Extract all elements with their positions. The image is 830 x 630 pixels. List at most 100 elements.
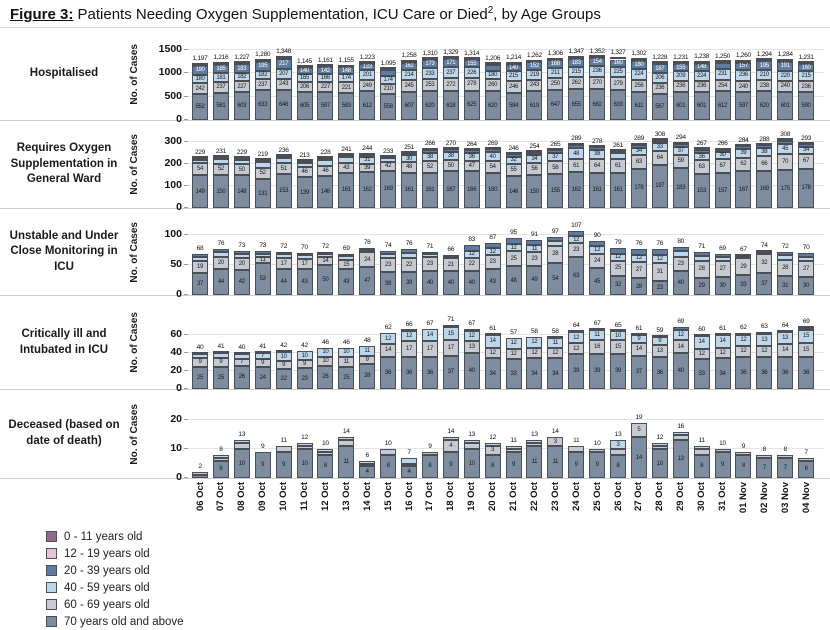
segment-value-label: 647 [550,101,560,108]
bar-segment: 37 [756,272,773,295]
segment-value-label: 30 [719,283,726,289]
bar-segment: 183 [672,167,689,208]
segment-value-label: 51 [280,165,287,172]
bar-segment: 36 [401,356,417,389]
bar-segment: 46 [296,167,313,178]
bar-segment: 161 [421,172,438,208]
segment-value-label: 39 [573,368,580,375]
y-axis: No. of Cases 0 20 40 60 [128,296,188,394]
bar-segment: 210 [380,84,397,94]
bar-segment: 237 [442,67,459,79]
bar-total-label: 71 [426,243,434,251]
bar-segment [359,460,376,464]
segment-value-label: 150 [529,188,539,195]
bar-segment [317,64,334,67]
segment-value-label: 157 [717,187,728,194]
bar-segment: 9 [442,451,459,478]
segment-value-label: 201 [362,72,372,79]
bar-segment: 37 [630,355,647,389]
bar-segment: 19 [192,261,208,273]
y-tick-mark [184,477,188,478]
bar-segment: 601 [672,91,689,120]
bar-segment: 190 [192,65,208,75]
bar-segment: 39 [401,271,417,295]
bar-total-label: 1,327 [610,49,626,57]
segment-value-label: 183 [676,184,686,191]
bar-segment [359,152,376,155]
bar-segment [212,353,229,359]
bar-total-label: 14 [551,428,559,436]
bar-segment [547,335,564,338]
segment-value-label: 43 [343,279,350,286]
bar-segment: 140 [296,67,313,75]
y-tick-mark [184,95,188,97]
bar-total-label: 76 [405,240,413,248]
bar-total-label: 1,155 [338,57,354,65]
bar-segment: 181 [212,73,229,82]
bar-segment [610,247,626,254]
segment-value-label: 236 [801,83,811,90]
bar-segment: 26 [317,365,334,389]
bar-segment [526,440,543,444]
bar-segment: 36 [777,356,794,389]
bar-segment [484,242,501,249]
segment-value-label: 169 [759,186,769,193]
bar-total-label: 70 [301,244,308,251]
bar-total-label: 9 [261,442,265,450]
bar-segment [798,256,815,261]
bar-segment [275,156,292,159]
bar-segment [484,149,501,153]
bar-segment: 166 [463,171,480,208]
bar-segment: 12 [526,347,543,359]
bar-segment: 31 [651,262,668,282]
plot-area: 552 242 180 190 1,197 581 237 181 185 1,216 603 227… [188,28,830,120]
bar-segment: 33 [505,359,522,389]
segment-value-label: 38 [426,153,433,160]
bar-segment: 64 [589,158,606,173]
segment-value-label: 17 [405,345,413,352]
bar-total-label: 10 [593,440,601,447]
segment-value-label: 161 [613,187,623,194]
bar-segment: 236 [589,65,606,77]
bar-segment: 165 [296,74,313,83]
bar-segment: 215 [568,67,585,78]
bar-segment: 36 [756,356,773,389]
bar-segment: 11 [338,356,355,367]
panel-row: Requires Oxygen Supplementation in Gener… [0,121,830,213]
segment-value-label: 272 [446,81,456,88]
bar-segment: 21 [442,258,459,271]
bar-segment: 250 [547,78,564,90]
bar-segment: 39 [359,163,376,173]
bar-segment: 157 [735,62,752,70]
segment-value-label: 625 [467,102,477,109]
bar-segment: 40 [672,271,689,295]
bar-segment: 8 [693,454,710,478]
x-tick-label: 16 Oct [403,482,415,512]
bar-segment: 12 [693,348,710,360]
bar-segment: 9 [359,355,376,364]
bar-segment: 7 [777,457,794,478]
segment-value-label: 633 [613,102,623,109]
gridline [188,419,824,420]
bar-total-label: 1,352 [589,47,605,55]
segment-value-label: 217 [279,60,289,67]
bar-total-label: 236 [278,147,289,155]
bar-segment: 9 [568,451,585,478]
bar-segment: 146 [317,175,334,208]
bar-segment [798,141,815,144]
bar-segment: 12 [380,333,397,344]
bar-segment: 28 [547,245,564,263]
y-axis: No. of Cases 0 500 1000 1500 [128,28,188,125]
segment-value-label: 148 [237,188,247,195]
bar-segment: 161 [589,172,606,208]
segment-value-label: 38 [447,153,454,160]
bar-total-label: 8 [219,445,223,453]
bar-segment: 14 [693,335,710,349]
segment-value-label: 180 [634,61,644,68]
bar-segment: 46 [317,165,334,176]
segment-value-label: 12 [719,350,726,356]
x-tick-label: 09 Oct [257,482,269,512]
bar-segment: 28 [359,363,376,389]
segment-value-label: 605 [299,102,310,109]
bar-segment: 59 [672,154,689,168]
